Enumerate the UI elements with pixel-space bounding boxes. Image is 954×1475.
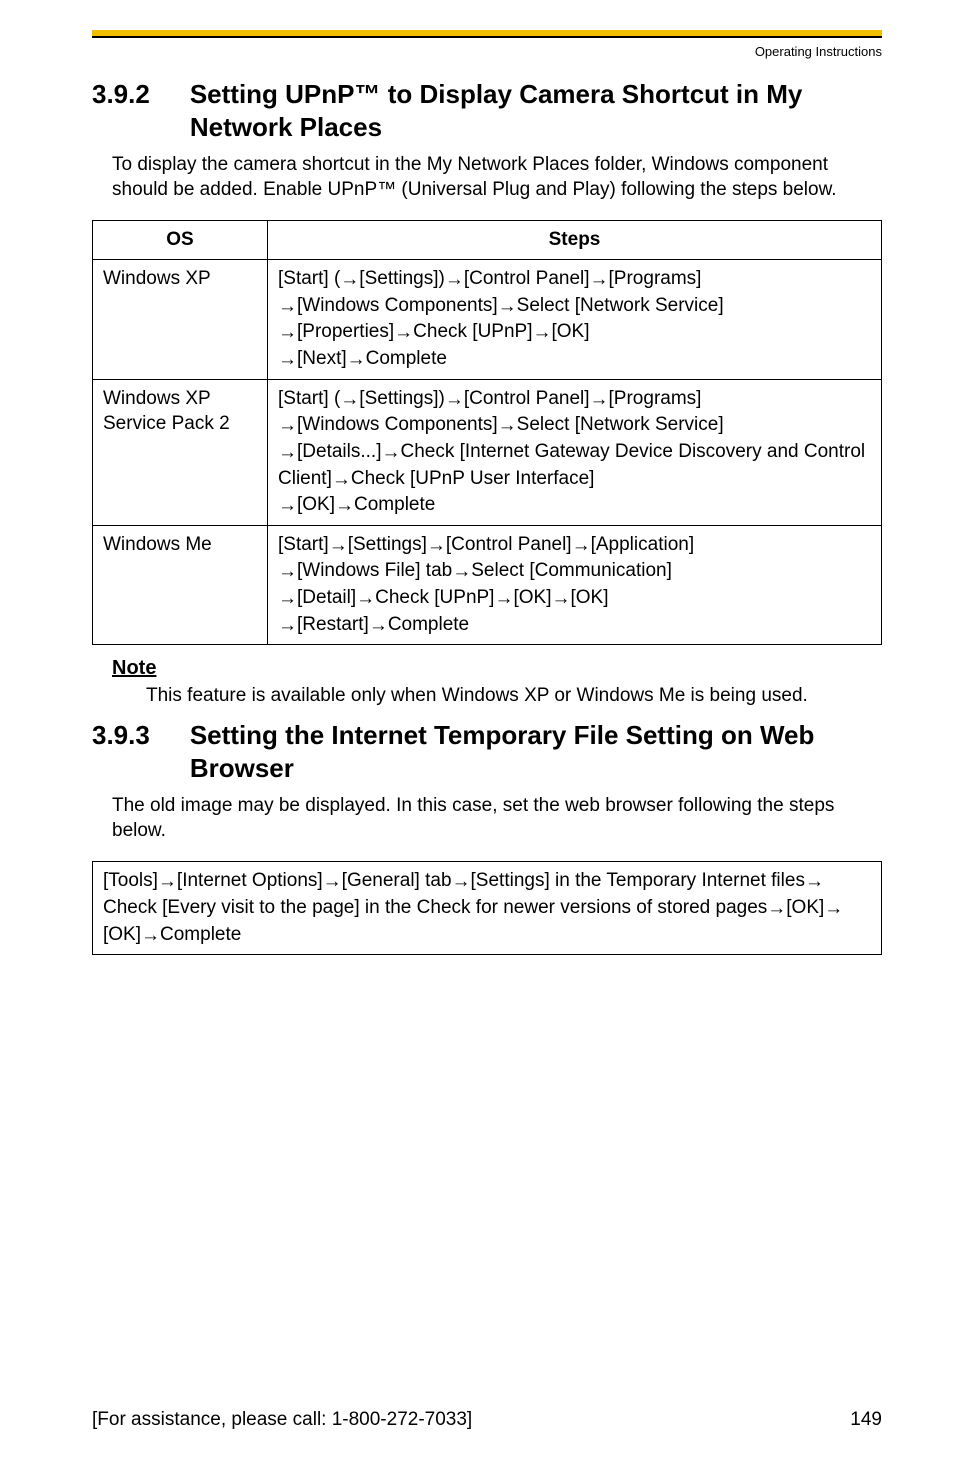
- section-number: 3.9.3: [92, 719, 190, 784]
- content: 3.9.2 Setting UPnP™ to Display Camera Sh…: [92, 0, 882, 955]
- table-cell-os: Windows XP: [93, 260, 268, 380]
- table-header-os: OS: [93, 221, 268, 260]
- table-cell-steps: [Start] (→[Settings])→[Control Panel]→[P…: [268, 260, 882, 380]
- table-row: Windows Me[Start]→[Settings]→[Control Pa…: [93, 525, 882, 645]
- table-header-steps: Steps: [268, 221, 882, 260]
- table-row: Windows XP[Start] (→[Settings])→[Control…: [93, 260, 882, 380]
- table-cell-steps: [Start] (→[Settings])→[Control Panel]→[P…: [268, 379, 882, 525]
- section-heading-2: 3.9.3 Setting the Internet Temporary Fil…: [92, 719, 882, 784]
- running-head: Operating Instructions: [755, 44, 882, 59]
- section-heading-1: 3.9.2 Setting UPnP™ to Display Camera Sh…: [92, 78, 882, 143]
- note-body: This feature is available only when Wind…: [146, 684, 882, 709]
- steps-table: OS Steps Windows XP[Start] (→[Settings])…: [92, 220, 882, 645]
- table-header-row: OS Steps: [93, 221, 882, 260]
- table-row: Windows XP Service Pack 2[Start] (→[Sett…: [93, 379, 882, 525]
- section-number: 3.9.2: [92, 78, 190, 143]
- table-cell-steps: [Start]→[Settings]→[Control Panel]→[Appl…: [268, 525, 882, 645]
- table-cell-os: Windows Me: [93, 525, 268, 645]
- header-rule: [92, 30, 882, 38]
- page-number: 149: [850, 1409, 882, 1431]
- boxed-steps: [Tools]→[Internet Options]→[General] tab…: [92, 861, 882, 955]
- section-title: Setting UPnP™ to Display Camera Shortcut…: [190, 78, 882, 143]
- section-intro-2: The old image may be displayed. In this …: [112, 794, 882, 843]
- section-title: Setting the Internet Temporary File Sett…: [190, 719, 882, 784]
- page: Operating Instructions 3.9.2 Setting UPn…: [0, 0, 954, 1475]
- section-intro-1: To display the camera shortcut in the My…: [112, 153, 882, 202]
- footer: [For assistance, please call: 1-800-272-…: [92, 1409, 882, 1431]
- note-heading: Note: [112, 657, 882, 680]
- footer-assistance: [For assistance, please call: 1-800-272-…: [92, 1409, 472, 1431]
- table-cell-os: Windows XP Service Pack 2: [93, 379, 268, 525]
